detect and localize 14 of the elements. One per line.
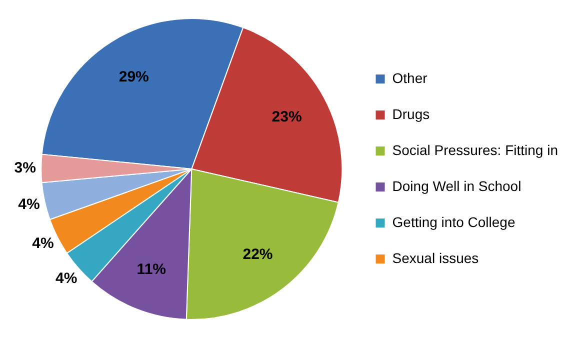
legend-label: Drugs — [392, 106, 430, 122]
data-label: 4% — [32, 235, 54, 252]
data-label: 29% — [118, 68, 149, 86]
data-label: 3% — [14, 160, 36, 177]
legend-label: Other — [392, 70, 428, 86]
data-label: 4% — [56, 270, 78, 287]
legend-label: Sexual issues — [392, 250, 479, 266]
data-label: 11% — [136, 260, 166, 278]
data-label: 23% — [272, 108, 302, 126]
legend-label: Doing Well in School — [392, 178, 522, 194]
data-label: 4% — [18, 196, 40, 213]
legend-label: Getting into College — [392, 214, 516, 230]
data-label: 22% — [242, 246, 273, 263]
legend-label: Social Pressures: Fitting in — [392, 142, 558, 158]
